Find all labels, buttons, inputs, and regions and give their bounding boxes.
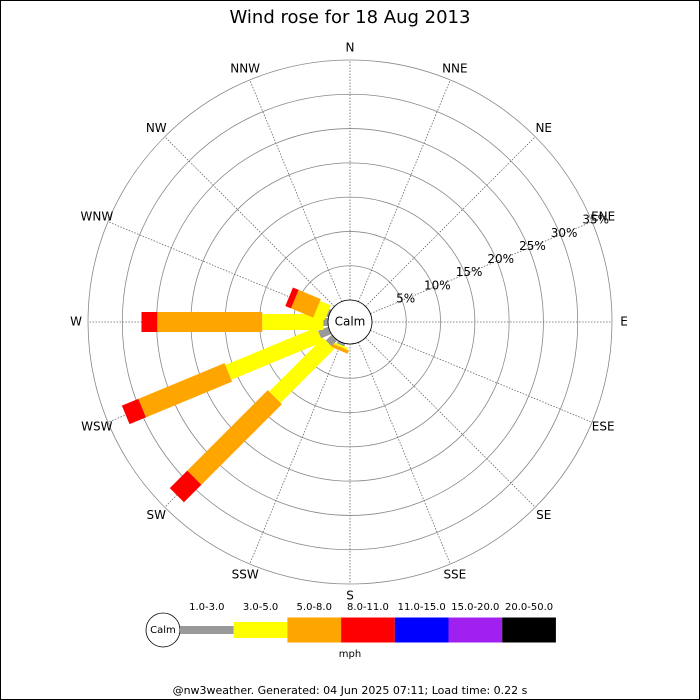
grid-ring xyxy=(121,93,579,551)
legend-swatch xyxy=(341,617,395,643)
spoke xyxy=(249,342,342,565)
spoke xyxy=(358,342,451,565)
direction-label: SW xyxy=(147,508,167,522)
direction-label: NE xyxy=(535,121,552,135)
direction-label: NNW xyxy=(230,61,260,75)
chart-title: Wind rose for 18 Aug 2013 xyxy=(230,7,471,28)
rose-segment xyxy=(169,470,202,503)
direction-label: WSW xyxy=(81,419,112,433)
spoke xyxy=(370,221,593,314)
legend-calm-label: Calm xyxy=(150,625,176,636)
direction-label: SSW xyxy=(232,568,259,582)
rose-segment xyxy=(285,287,299,309)
calm-circle xyxy=(327,299,373,345)
rose-segment xyxy=(329,342,349,354)
direction-label: S xyxy=(346,589,354,603)
spoke xyxy=(358,79,451,302)
legend-label: 11.0-15.0 xyxy=(398,602,446,613)
legend-label: 8.0-11.0 xyxy=(347,602,389,613)
direction-label: SSE xyxy=(443,568,466,582)
legend-label: 20.0-50.0 xyxy=(505,602,553,613)
rose-segment xyxy=(121,398,146,425)
rose-segment xyxy=(141,312,158,332)
legend-swatch xyxy=(502,617,556,643)
rose-segment xyxy=(269,337,335,403)
direction-label: SE xyxy=(536,508,551,522)
rose-segment xyxy=(313,300,331,321)
legend-swatch xyxy=(394,617,449,643)
legend-swatch xyxy=(287,617,342,643)
rose-segment xyxy=(326,309,332,318)
rose-segment xyxy=(336,340,346,347)
r-tick-label: 10% xyxy=(424,278,451,292)
rose-segment xyxy=(262,314,324,330)
direction-label: NNE xyxy=(442,61,468,75)
legend-unit: mph xyxy=(339,649,361,660)
spoke xyxy=(249,79,342,302)
spoke xyxy=(365,337,536,508)
calm-label: Calm xyxy=(335,315,366,329)
direction-label: NW xyxy=(146,121,167,135)
footer: @nw3weather. Generated: 04 Jun 2025 07:1… xyxy=(173,684,528,697)
direction-label: ESE xyxy=(592,419,615,433)
r-tick-label: 15% xyxy=(456,265,483,279)
spoke xyxy=(365,136,536,307)
legend-label: 3.0-5.0 xyxy=(243,602,278,613)
rose-segment xyxy=(291,289,321,318)
r-tick-label: 25% xyxy=(519,239,546,253)
direction-label: WNW xyxy=(80,210,113,224)
r-tick-label: 35% xyxy=(582,213,609,227)
rose-segment xyxy=(157,312,263,332)
r-tick-label: 5% xyxy=(396,291,415,305)
direction-label: W xyxy=(70,315,82,329)
legend-label: 1.0-3.0 xyxy=(189,602,224,613)
grid-ring xyxy=(87,59,613,585)
rose-segment xyxy=(187,390,282,485)
rose-segment xyxy=(332,341,348,350)
direction-label: E xyxy=(620,315,628,329)
legend-label: 15.0-20.0 xyxy=(451,602,499,613)
rose-segment xyxy=(225,327,323,380)
rose-segment xyxy=(138,363,233,418)
legend-swatch xyxy=(180,626,234,634)
direction-label: N xyxy=(346,41,355,55)
legend-label: 5.0-8.0 xyxy=(297,602,332,613)
r-tick-label: 20% xyxy=(487,252,514,266)
spoke xyxy=(164,136,335,307)
legend-swatch xyxy=(233,622,288,638)
r-tick-label: 30% xyxy=(551,226,578,240)
legend-swatch xyxy=(448,617,503,643)
spoke xyxy=(370,330,593,423)
direction-label: ENE xyxy=(591,210,615,224)
